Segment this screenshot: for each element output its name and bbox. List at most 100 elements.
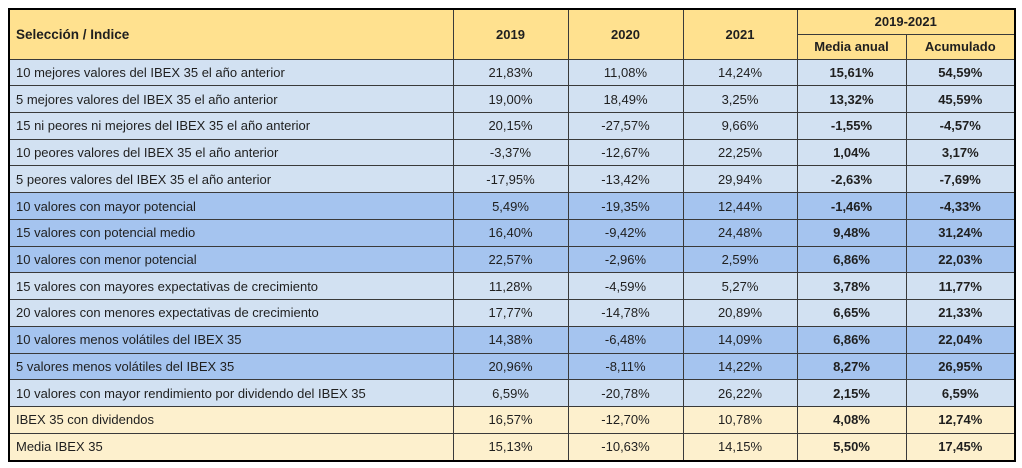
value-2019: -17,95%	[452, 165, 569, 194]
value-2020: -19,35%	[567, 192, 684, 220]
header-row-top: Selección / Indice 2019 2020 2021 2019-2…	[8, 8, 1016, 60]
table-row: IBEX 35 con dividendos 16,57% -12,70% 10…	[8, 406, 1016, 434]
table-row: 10 valores con mayor rendimiento por div…	[8, 379, 1016, 408]
value-2020: -4,59%	[567, 272, 684, 301]
returns-table: Selección / Indice 2019 2020 2021 2019-2…	[8, 8, 1017, 462]
value-2019: 22,57%	[452, 245, 569, 274]
table-row: 15 ni peores ni mejores del IBEX 35 el a…	[8, 111, 1016, 140]
table-row: 10 valores con menor potencial 22,57% -2…	[8, 245, 1016, 274]
value-acumulado: 31,24%	[905, 218, 1016, 247]
value-acumulado: 54,59%	[905, 58, 1016, 87]
table-row: Media IBEX 35 15,13% -10,63% 14,15% 5,50…	[8, 432, 1016, 462]
header-row-sub: Media anual Acumulado	[9, 33, 1016, 60]
value-2019: 16,40%	[452, 218, 569, 247]
row-label: 10 peores valores del IBEX 35 el año ant…	[8, 138, 454, 167]
table-row: 10 mejores valores del IBEX 35 el año an…	[8, 58, 1016, 87]
row-label: 15 valores con mayores expectativas de c…	[8, 272, 454, 301]
table-row: 20 valores con menores expectativas de c…	[8, 299, 1016, 327]
header-year-2019: 2019	[452, 8, 569, 60]
value-2019: 5,49%	[452, 192, 569, 220]
value-acumulado: 3,17%	[905, 138, 1016, 167]
value-2021: 26,22%	[682, 379, 798, 408]
value-2019: 6,59%	[452, 379, 569, 408]
value-acumulado: 22,03%	[905, 245, 1016, 274]
row-label: 5 mejores valores del IBEX 35 el año ant…	[8, 85, 454, 113]
value-acumulado: 11,77%	[905, 272, 1016, 301]
header-acumulado: Acumulado	[905, 33, 1016, 60]
value-media-anual: -1,46%	[796, 192, 907, 220]
value-2019: 15,13%	[452, 432, 569, 462]
value-acumulado: 17,45%	[905, 432, 1016, 462]
table-row: 5 valores menos volátiles del IBEX 35 20…	[8, 352, 1016, 381]
row-label: 15 ni peores ni mejores del IBEX 35 el a…	[8, 111, 454, 140]
header-year-2020: 2020	[567, 8, 684, 60]
row-label: 10 valores con menor potencial	[8, 245, 454, 274]
value-2019: 11,28%	[452, 272, 569, 301]
value-2020: -13,42%	[567, 165, 684, 194]
table-body: 10 mejores valores del IBEX 35 el año an…	[8, 58, 1016, 462]
table-row: 15 valores con potencial medio 16,40% -9…	[8, 218, 1016, 247]
value-2021: 24,48%	[682, 218, 798, 247]
value-2020: -14,78%	[567, 299, 684, 327]
value-media-anual: 13,32%	[796, 85, 907, 113]
table-header: Selección / Indice 2019 2020 2021 2019-2…	[8, 8, 1016, 60]
table-row: 5 peores valores del IBEX 35 el año ante…	[8, 165, 1016, 194]
value-2019: 20,15%	[452, 111, 569, 140]
value-2020: -20,78%	[567, 379, 684, 408]
value-2020: -12,70%	[567, 406, 684, 434]
value-2020: -2,96%	[567, 245, 684, 274]
value-media-anual: -1,55%	[796, 111, 907, 140]
row-label: 20 valores con menores expectativas de c…	[8, 299, 454, 327]
value-2020: -27,57%	[567, 111, 684, 140]
value-2019: 21,83%	[452, 58, 569, 87]
value-2021: 14,24%	[682, 58, 798, 87]
value-2021: 14,09%	[682, 325, 798, 354]
table-row: 5 mejores valores del IBEX 35 el año ant…	[8, 85, 1016, 113]
value-acumulado: 22,04%	[905, 325, 1016, 354]
row-label: 10 mejores valores del IBEX 35 el año an…	[8, 58, 454, 87]
value-2020: -9,42%	[567, 218, 684, 247]
value-acumulado: 45,59%	[905, 85, 1016, 113]
row-label: IBEX 35 con dividendos	[8, 406, 454, 434]
row-label: 10 valores con mayor potencial	[8, 192, 454, 220]
row-label: 15 valores con potencial medio	[8, 218, 454, 247]
value-2019: 19,00%	[452, 85, 569, 113]
value-acumulado: 6,59%	[905, 379, 1016, 408]
value-2020: -12,67%	[567, 138, 684, 167]
value-2021: 9,66%	[682, 111, 798, 140]
value-media-anual: 2,15%	[796, 379, 907, 408]
row-label: 10 valores con mayor rendimiento por div…	[8, 379, 454, 408]
row-label: 5 valores menos volátiles del IBEX 35	[8, 352, 454, 381]
value-2021: 20,89%	[682, 299, 798, 327]
value-media-anual: 8,27%	[796, 352, 907, 381]
row-label: 10 valores menos volátiles del IBEX 35	[8, 325, 454, 354]
value-2019: -3,37%	[452, 138, 569, 167]
value-media-anual: 15,61%	[796, 58, 907, 87]
table-row: 10 valores con mayor potencial 5,49% -19…	[8, 192, 1016, 220]
value-2019: 14,38%	[452, 325, 569, 354]
row-label: Media IBEX 35	[8, 432, 454, 462]
value-media-anual: 6,65%	[796, 299, 907, 327]
value-2020: -8,11%	[567, 352, 684, 381]
value-2019: 20,96%	[452, 352, 569, 381]
value-media-anual: 4,08%	[796, 406, 907, 434]
table-row: 10 valores menos volátiles del IBEX 35 1…	[8, 325, 1016, 354]
value-2021: 2,59%	[682, 245, 798, 274]
value-media-anual: 6,86%	[796, 245, 907, 274]
value-acumulado: 26,95%	[905, 352, 1016, 381]
table-row: 15 valores con mayores expectativas de c…	[8, 272, 1016, 301]
value-acumulado: -7,69%	[905, 165, 1016, 194]
row-label: 5 peores valores del IBEX 35 el año ante…	[8, 165, 454, 194]
value-media-anual: 9,48%	[796, 218, 907, 247]
value-2021: 12,44%	[682, 192, 798, 220]
value-media-anual: 6,86%	[796, 325, 907, 354]
value-2021: 14,15%	[682, 432, 798, 462]
header-group-2019-2021: 2019-2021	[796, 8, 1016, 35]
value-media-anual: 3,78%	[796, 272, 907, 301]
value-2021: 5,27%	[682, 272, 798, 301]
value-2020: 18,49%	[567, 85, 684, 113]
value-media-anual: 1,04%	[796, 138, 907, 167]
header-media-anual: Media anual	[796, 33, 907, 60]
header-seleccion-indice: Selección / Indice	[8, 8, 454, 60]
value-acumulado: 12,74%	[905, 406, 1016, 434]
